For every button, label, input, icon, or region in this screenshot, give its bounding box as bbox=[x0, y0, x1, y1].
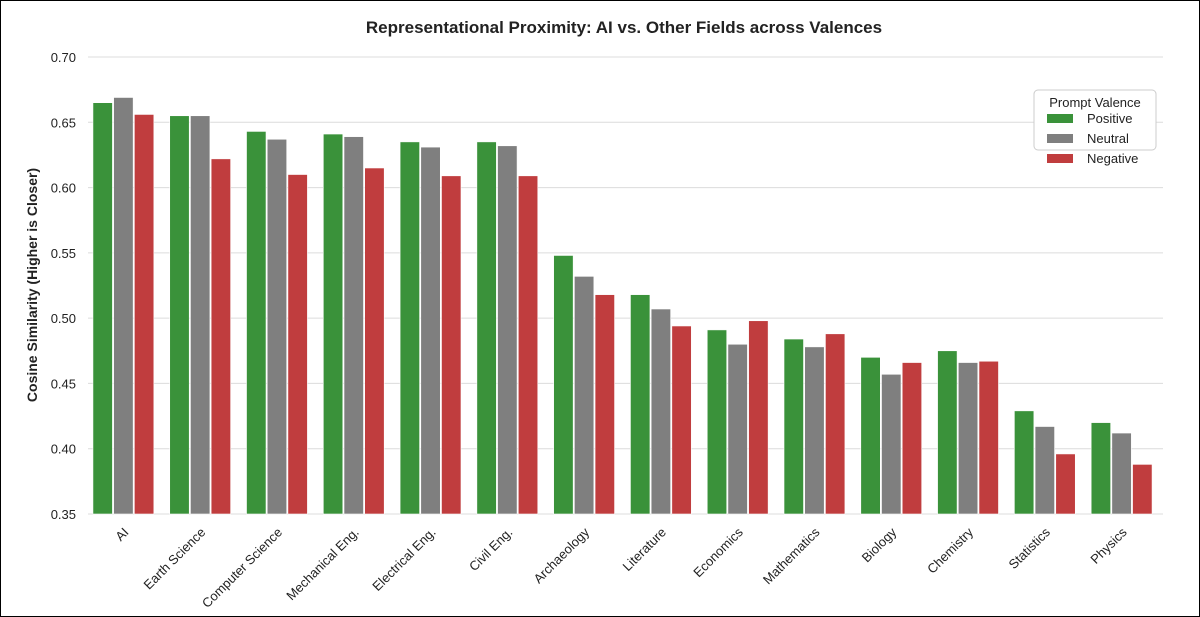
bar-neutral bbox=[957, 362, 979, 515]
y-tick-label: 0.55 bbox=[51, 246, 76, 261]
x-tick-label: Archaeology bbox=[531, 524, 593, 586]
legend: Prompt Valence Positive Neutral Negative bbox=[1033, 89, 1157, 166]
bar-negative bbox=[441, 175, 462, 515]
x-tick-label: AI bbox=[112, 525, 131, 544]
bar-neutral bbox=[727, 343, 748, 515]
bar-negative bbox=[1132, 464, 1153, 515]
bar-neutral bbox=[190, 115, 211, 515]
x-tick-label: Earth Science bbox=[140, 525, 208, 593]
x-tick-label: Economics bbox=[690, 524, 746, 580]
legend-title: Prompt Valence bbox=[1049, 95, 1141, 110]
chart-title: Representational Proximity: AI vs. Other… bbox=[366, 18, 882, 37]
bar-neutral bbox=[343, 136, 364, 515]
bar-positive bbox=[860, 357, 881, 515]
bar-neutral bbox=[574, 276, 595, 515]
bar-neutral bbox=[420, 146, 441, 515]
bar-neutral bbox=[497, 145, 518, 515]
bar-negative bbox=[287, 174, 308, 515]
bar-negative bbox=[825, 333, 846, 515]
bar-positive bbox=[783, 338, 804, 515]
bar-neutral bbox=[266, 138, 288, 515]
bar-negative bbox=[671, 325, 692, 515]
legend-entry: Positive bbox=[1087, 111, 1133, 126]
y-tick-label: 0.70 bbox=[51, 50, 76, 65]
legend-swatch-positive bbox=[1047, 114, 1073, 123]
bar-negative bbox=[517, 175, 539, 515]
bar-positive bbox=[399, 141, 420, 515]
x-tick-label: Biology bbox=[859, 524, 900, 565]
bar-negative bbox=[134, 114, 155, 515]
y-tick-label: 0.45 bbox=[51, 376, 76, 391]
bar-neutral bbox=[804, 346, 825, 515]
bar-positive bbox=[246, 131, 267, 515]
bar-positive bbox=[937, 350, 958, 515]
x-tick-label: Literature bbox=[620, 525, 669, 574]
legend-entry: Negative bbox=[1087, 151, 1138, 166]
bar-positive bbox=[322, 133, 344, 515]
bar-positive bbox=[1090, 422, 1111, 515]
x-tick-label: Physics bbox=[1087, 524, 1130, 567]
bar-negative bbox=[978, 360, 999, 515]
bar-neutral bbox=[650, 308, 671, 515]
x-tick-label: Computer Science bbox=[199, 525, 285, 611]
legend-entry: Neutral bbox=[1087, 131, 1129, 146]
bar-positive bbox=[169, 115, 190, 515]
x-tick-label: Electrical Eng. bbox=[369, 525, 438, 594]
bar-negative bbox=[901, 362, 923, 515]
bar-positive bbox=[92, 102, 113, 515]
y-tick-label: 0.60 bbox=[51, 181, 76, 196]
y-tick-label: 0.65 bbox=[51, 115, 76, 130]
x-tick-label: Chemistry bbox=[924, 524, 976, 576]
bar-negative bbox=[364, 167, 385, 515]
bar-negative bbox=[1055, 453, 1076, 515]
legend-swatch-negative bbox=[1047, 154, 1073, 163]
bar-neutral bbox=[1111, 432, 1132, 515]
bar-positive bbox=[706, 329, 728, 515]
bar-negative bbox=[594, 294, 615, 515]
bar-negative bbox=[210, 158, 231, 515]
bar-neutral bbox=[113, 97, 134, 515]
x-tick-label: Mathematics bbox=[760, 524, 823, 587]
x-tick-label: Civil Eng. bbox=[466, 525, 515, 574]
y-tick-label: 0.35 bbox=[51, 507, 76, 522]
y-tick-label: 0.50 bbox=[51, 311, 76, 326]
y-axis-label: Cosine Similarity (Higher is Closer) bbox=[24, 168, 40, 402]
bar-negative bbox=[748, 320, 769, 515]
bar-neutral bbox=[881, 373, 902, 515]
legend-swatch-neutral bbox=[1047, 134, 1073, 143]
x-tick-label: Mechanical Eng. bbox=[283, 525, 362, 604]
bar-positive bbox=[1014, 410, 1035, 515]
bar-neutral bbox=[1034, 426, 1055, 515]
y-tick-label: 0.40 bbox=[51, 442, 76, 457]
bar-positive bbox=[476, 141, 497, 515]
x-tick-label: Statistics bbox=[1006, 524, 1054, 572]
bar-positive bbox=[630, 294, 651, 515]
bar-positive bbox=[553, 255, 574, 515]
